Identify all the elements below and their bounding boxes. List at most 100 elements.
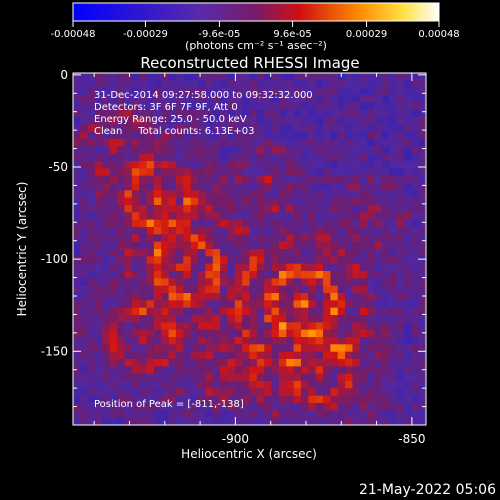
heatmap-cell [198,73,206,81]
heatmap-cell [323,227,331,235]
heatmap-cell [95,175,104,184]
heatmap-cell [95,146,104,155]
heatmap-cell [102,403,111,411]
heatmap-cell [381,322,390,331]
heatmap-cell [175,381,184,389]
heatmap-cell [256,205,265,213]
heatmap-cell [278,205,287,213]
heatmap-cell [345,403,354,411]
heatmap-cell [161,329,170,338]
heatmap-cell [374,344,383,353]
heatmap-cell [389,322,398,331]
heatmap-cell [242,293,251,301]
heatmap-cell [396,373,405,382]
heatmap-cell [131,197,140,206]
heatmap-cell [212,190,221,199]
heatmap-cell [323,388,331,397]
heatmap-cell [256,337,265,345]
heatmap-cell [403,359,412,367]
heatmap-cell [139,351,148,360]
heatmap-cell [131,278,140,287]
heatmap-cell [242,109,251,118]
heatmap-cell [300,373,309,382]
heatmap-cell [308,329,317,338]
heatmap-cell [359,80,368,89]
heatmap-cell [168,263,177,272]
heatmap-cell [242,102,251,111]
heatmap-cell [411,205,420,213]
heatmap-cell [117,256,126,265]
heatmap-cell [337,344,346,353]
heatmap-cell [183,146,192,155]
heatmap-cell [249,190,258,199]
heatmap-cell [168,293,177,301]
heatmap-cell [198,219,206,228]
heatmap-cell [190,322,199,331]
heatmap-cell [323,315,331,323]
heatmap-cell [102,227,111,235]
heatmap-cell [146,139,155,147]
heatmap-cell [212,124,221,133]
heatmap-cell [198,300,206,309]
heatmap-cell [249,175,258,184]
heatmap-cell [227,109,236,118]
heatmap-cell [146,337,155,345]
heatmap-cell [286,183,295,191]
heatmap-cell [323,161,331,169]
heatmap-cell [168,388,177,397]
heatmap-cell [389,351,398,360]
heatmap-cell [131,271,140,279]
heatmap-cell [205,329,214,338]
heatmap-cell [198,190,206,199]
heatmap-cell [286,190,295,199]
heatmap-cell [168,183,177,191]
heatmap-cell [102,168,111,177]
heatmap-cell [293,205,302,213]
heatmap-cell [345,366,354,375]
heatmap-cell [337,197,346,206]
heatmap-cell [264,403,273,411]
heatmap-cell [403,344,412,353]
heatmap-cell [95,373,104,382]
heatmap-cell [330,388,339,397]
heatmap-cell [102,373,111,382]
heatmap-cell [87,124,96,133]
heatmap-cell [161,249,170,257]
heatmap-cell [264,80,273,89]
heatmap-cell [293,109,302,118]
heatmap-cell [352,285,361,294]
heatmap-cell [374,73,383,81]
heatmap-cell [190,403,199,411]
colorbar-tick-label: 0.00048 [418,29,459,40]
heatmap-cell [337,146,346,155]
heatmap-cell [300,161,309,169]
heatmap-cell [73,337,81,345]
heatmap-cell [367,293,376,301]
heatmap-cell [308,124,317,133]
heatmap-cell [337,403,346,411]
heatmap-cell [95,131,104,140]
heatmap-cell [168,373,177,382]
heatmap-cell [315,161,324,169]
heatmap-cell [102,102,111,111]
heatmap-cell [330,403,339,411]
heatmap-cell [286,293,295,301]
heatmap-cell [234,263,243,272]
heatmap-cell [249,131,258,140]
heatmap-cell [73,263,81,272]
heatmap-cell [198,351,206,360]
heatmap-cell [139,366,148,375]
heatmap-cell [264,227,273,235]
heatmap-cell [109,322,118,331]
heatmap-cell [212,212,221,221]
heatmap-cell [227,95,236,103]
heatmap-cell [242,80,251,89]
heatmap-cell [345,322,354,331]
heatmap-cell [352,271,361,279]
heatmap-cell [337,241,346,250]
heatmap-cell [146,73,155,81]
heatmap-cell [293,285,302,294]
heatmap-cell [95,249,104,257]
heatmap-cell [337,249,346,257]
heatmap-cell [315,322,324,331]
